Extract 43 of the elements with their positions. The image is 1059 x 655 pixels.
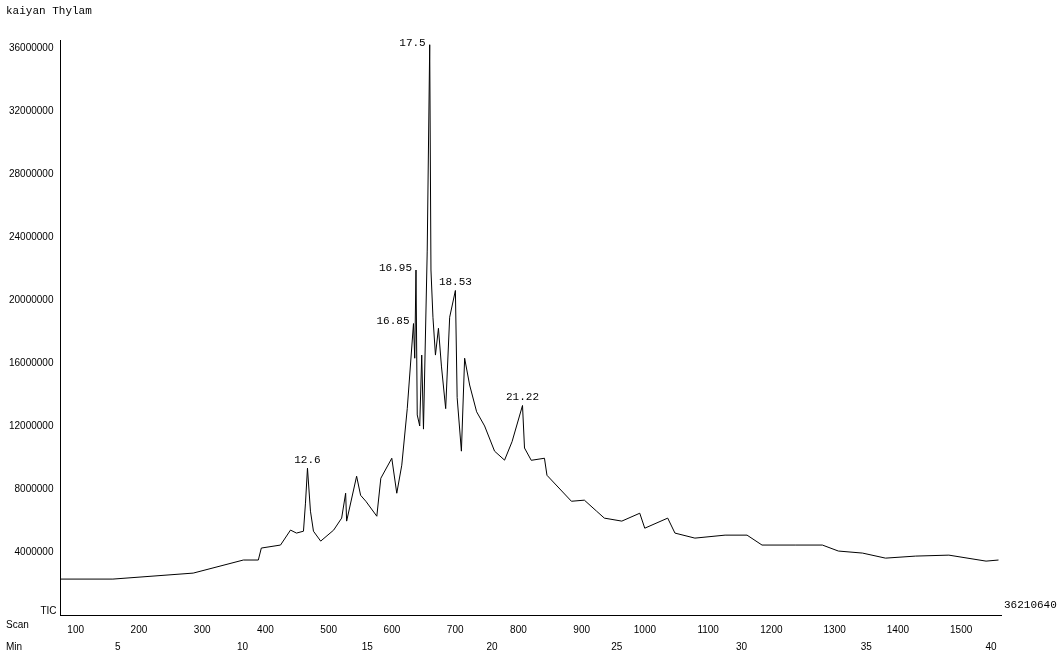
chart-title: kaiyan Thylam	[6, 5, 93, 18]
x-axis-title: Min	[6, 640, 23, 652]
x2-tick-label: 400	[257, 623, 275, 635]
x2-tick-label: 500	[320, 623, 338, 635]
x-tick-label: 10	[237, 640, 249, 652]
x2-tick-label: 700	[446, 623, 464, 635]
y-tick-label: 24000000	[8, 230, 54, 242]
annotation: 16.85	[376, 315, 410, 328]
x-tick-label: 40	[985, 640, 998, 652]
x2-tick-label: 800	[510, 623, 528, 635]
x-tick-label: 5	[115, 640, 122, 652]
x2-tick-label: 600	[383, 623, 401, 635]
annotation: 12.6	[294, 453, 321, 466]
y-tick-label: 28000000	[8, 167, 54, 179]
y-tick-label: 4000000	[14, 545, 54, 557]
x-tick-label: 20	[486, 640, 499, 652]
y-tick-label: 20000000	[8, 293, 54, 305]
x-tick-label: 25	[611, 640, 623, 652]
x2-tick-label: 1000	[633, 623, 657, 635]
x2-axis-title: Scan	[6, 618, 29, 630]
x2-tick-label: 1300	[823, 623, 847, 635]
x-tick-label: 30	[735, 640, 748, 652]
annotation: 17.5	[399, 36, 426, 49]
x-tick-label: 15	[361, 640, 374, 652]
y-axis-title: TIC	[40, 604, 57, 616]
x2-tick-label: 1200	[760, 623, 783, 635]
x2-tick-label: 1500	[950, 623, 973, 635]
annotation: 18.53	[438, 275, 472, 288]
y-tick-label: 16000000	[8, 356, 54, 368]
annotation: 16.95	[378, 261, 412, 274]
y-tick-label: 12000000	[8, 419, 54, 431]
text: 36210640	[1004, 598, 1057, 611]
annotation: 21.22	[506, 390, 540, 403]
x2-tick-label: 200	[130, 623, 148, 635]
x2-tick-label: 1100	[697, 623, 720, 635]
x2-tick-label: 900	[573, 623, 591, 635]
x2-tick-label: 300	[193, 623, 211, 635]
y-tick-label: 32000000	[8, 104, 54, 116]
x2-tick-label: 100	[67, 623, 85, 635]
x-tick-label: 35	[860, 640, 873, 652]
x2-tick-label: 1400	[886, 623, 910, 635]
y-tick-label: 36000000	[8, 41, 54, 53]
y-tick-label: 8000000	[14, 482, 54, 494]
